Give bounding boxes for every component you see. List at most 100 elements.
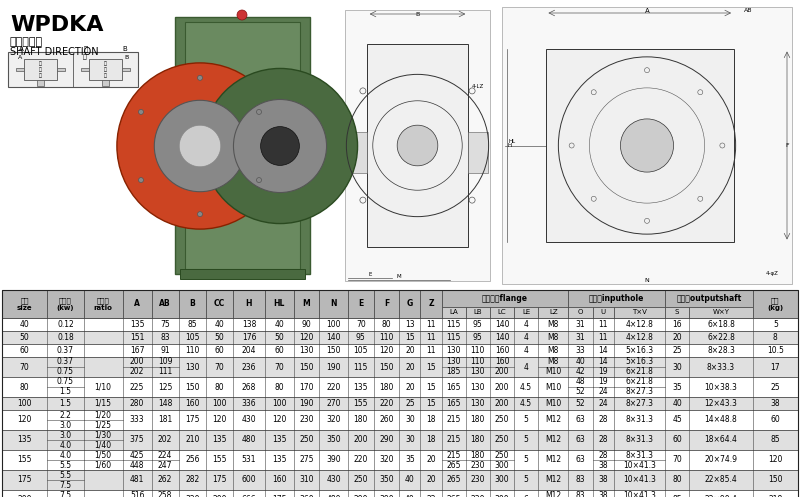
Bar bbox=[319, 290, 348, 318]
Text: 63: 63 bbox=[576, 415, 586, 424]
Text: 250: 250 bbox=[354, 476, 368, 485]
Text: 350: 350 bbox=[326, 435, 341, 444]
Bar bbox=[490, 307, 514, 318]
Text: 215: 215 bbox=[446, 415, 461, 424]
Bar bbox=[514, 307, 538, 318]
Text: 100: 100 bbox=[18, 399, 32, 408]
Text: 430: 430 bbox=[242, 415, 256, 424]
Text: 4×12.8: 4×12.8 bbox=[626, 333, 654, 342]
Text: 265: 265 bbox=[446, 496, 461, 497]
Text: 17: 17 bbox=[770, 362, 780, 371]
Text: 4-LZ: 4-LZ bbox=[472, 84, 484, 89]
Text: 1/15: 1/15 bbox=[94, 399, 112, 408]
Circle shape bbox=[234, 99, 326, 192]
Bar bbox=[2, 290, 47, 318]
Text: 18: 18 bbox=[426, 415, 436, 424]
Text: 60: 60 bbox=[20, 346, 30, 355]
Text: 230: 230 bbox=[470, 461, 485, 470]
Text: 148: 148 bbox=[158, 399, 172, 408]
Text: 5×16.3: 5×16.3 bbox=[626, 357, 654, 366]
Text: 300: 300 bbox=[494, 461, 510, 470]
Text: 120: 120 bbox=[299, 333, 314, 342]
Text: 160: 160 bbox=[494, 346, 510, 355]
Circle shape bbox=[237, 10, 247, 20]
Text: 375: 375 bbox=[130, 435, 145, 444]
Text: 1.5: 1.5 bbox=[59, 399, 71, 408]
Text: 200: 200 bbox=[494, 367, 510, 377]
Text: 130: 130 bbox=[446, 346, 461, 355]
Bar bbox=[233, 290, 265, 318]
Text: B: B bbox=[190, 300, 195, 309]
Circle shape bbox=[138, 177, 143, 182]
Text: 100: 100 bbox=[212, 399, 226, 408]
Bar bbox=[2, 290, 798, 307]
Text: 95: 95 bbox=[356, 333, 366, 342]
Text: 130: 130 bbox=[446, 357, 461, 366]
Text: LC: LC bbox=[498, 310, 506, 316]
Text: E: E bbox=[368, 272, 371, 277]
Text: 8×27.3: 8×27.3 bbox=[626, 388, 654, 397]
Bar bbox=[81, 68, 90, 71]
Text: 出力孔outputshaft: 出力孔outputshaft bbox=[676, 294, 742, 303]
Text: 120: 120 bbox=[18, 415, 32, 424]
Text: 1/60: 1/60 bbox=[94, 461, 112, 470]
Text: HL: HL bbox=[274, 300, 285, 309]
Text: 31: 31 bbox=[576, 320, 586, 329]
Bar bbox=[151, 290, 178, 318]
Text: 60: 60 bbox=[214, 346, 224, 355]
Bar bbox=[2, 450, 798, 470]
Text: 120: 120 bbox=[379, 346, 394, 355]
Text: 28: 28 bbox=[598, 450, 608, 460]
Text: 48: 48 bbox=[576, 378, 586, 387]
Text: 5: 5 bbox=[524, 476, 529, 485]
Circle shape bbox=[257, 109, 262, 114]
Bar bbox=[2, 318, 798, 331]
Text: 135: 135 bbox=[18, 435, 32, 444]
Text: 15: 15 bbox=[426, 399, 436, 408]
Bar bbox=[366, 44, 468, 247]
Text: 180: 180 bbox=[470, 435, 485, 444]
Text: 247: 247 bbox=[158, 461, 172, 470]
Text: 224: 224 bbox=[158, 450, 172, 460]
Text: 15: 15 bbox=[426, 383, 436, 392]
Bar bbox=[468, 132, 488, 172]
Text: E: E bbox=[358, 300, 363, 309]
Text: 60: 60 bbox=[672, 435, 682, 444]
Text: 360: 360 bbox=[299, 496, 314, 497]
Text: 20×74.9: 20×74.9 bbox=[705, 455, 738, 465]
Text: 22×85.4: 22×85.4 bbox=[705, 476, 738, 485]
Circle shape bbox=[621, 119, 674, 172]
Text: 220: 220 bbox=[379, 399, 394, 408]
Text: 105: 105 bbox=[185, 333, 199, 342]
Text: 204: 204 bbox=[242, 346, 256, 355]
Text: 105: 105 bbox=[354, 346, 368, 355]
Text: 6×22.8: 6×22.8 bbox=[707, 333, 735, 342]
Bar bbox=[420, 290, 442, 318]
Bar bbox=[348, 290, 374, 318]
Text: 8×31.3: 8×31.3 bbox=[626, 415, 654, 424]
Text: 10×38.3: 10×38.3 bbox=[705, 383, 738, 392]
Bar bbox=[185, 22, 300, 269]
Text: 135: 135 bbox=[272, 435, 286, 444]
Text: 481: 481 bbox=[130, 476, 144, 485]
Text: 40: 40 bbox=[576, 357, 586, 366]
Text: 40: 40 bbox=[214, 320, 224, 329]
Text: 1/50: 1/50 bbox=[94, 450, 112, 460]
Text: M10: M10 bbox=[545, 399, 562, 408]
Text: 110: 110 bbox=[470, 357, 485, 366]
Text: 135: 135 bbox=[212, 435, 226, 444]
Text: 重量
(kg): 重量 (kg) bbox=[767, 297, 783, 311]
Text: 236: 236 bbox=[242, 362, 256, 371]
Text: 7.5: 7.5 bbox=[59, 491, 71, 497]
Text: 225: 225 bbox=[130, 383, 144, 392]
Text: 50: 50 bbox=[214, 333, 224, 342]
Text: 10×41.3: 10×41.3 bbox=[623, 461, 656, 470]
Text: 200: 200 bbox=[354, 435, 368, 444]
Text: 160: 160 bbox=[494, 357, 510, 366]
Text: 390: 390 bbox=[379, 496, 394, 497]
Text: 8×31.3: 8×31.3 bbox=[626, 450, 654, 460]
Text: 0.12: 0.12 bbox=[57, 320, 74, 329]
Text: 215: 215 bbox=[446, 450, 461, 460]
Text: 320: 320 bbox=[185, 496, 199, 497]
Text: 150: 150 bbox=[768, 476, 782, 485]
